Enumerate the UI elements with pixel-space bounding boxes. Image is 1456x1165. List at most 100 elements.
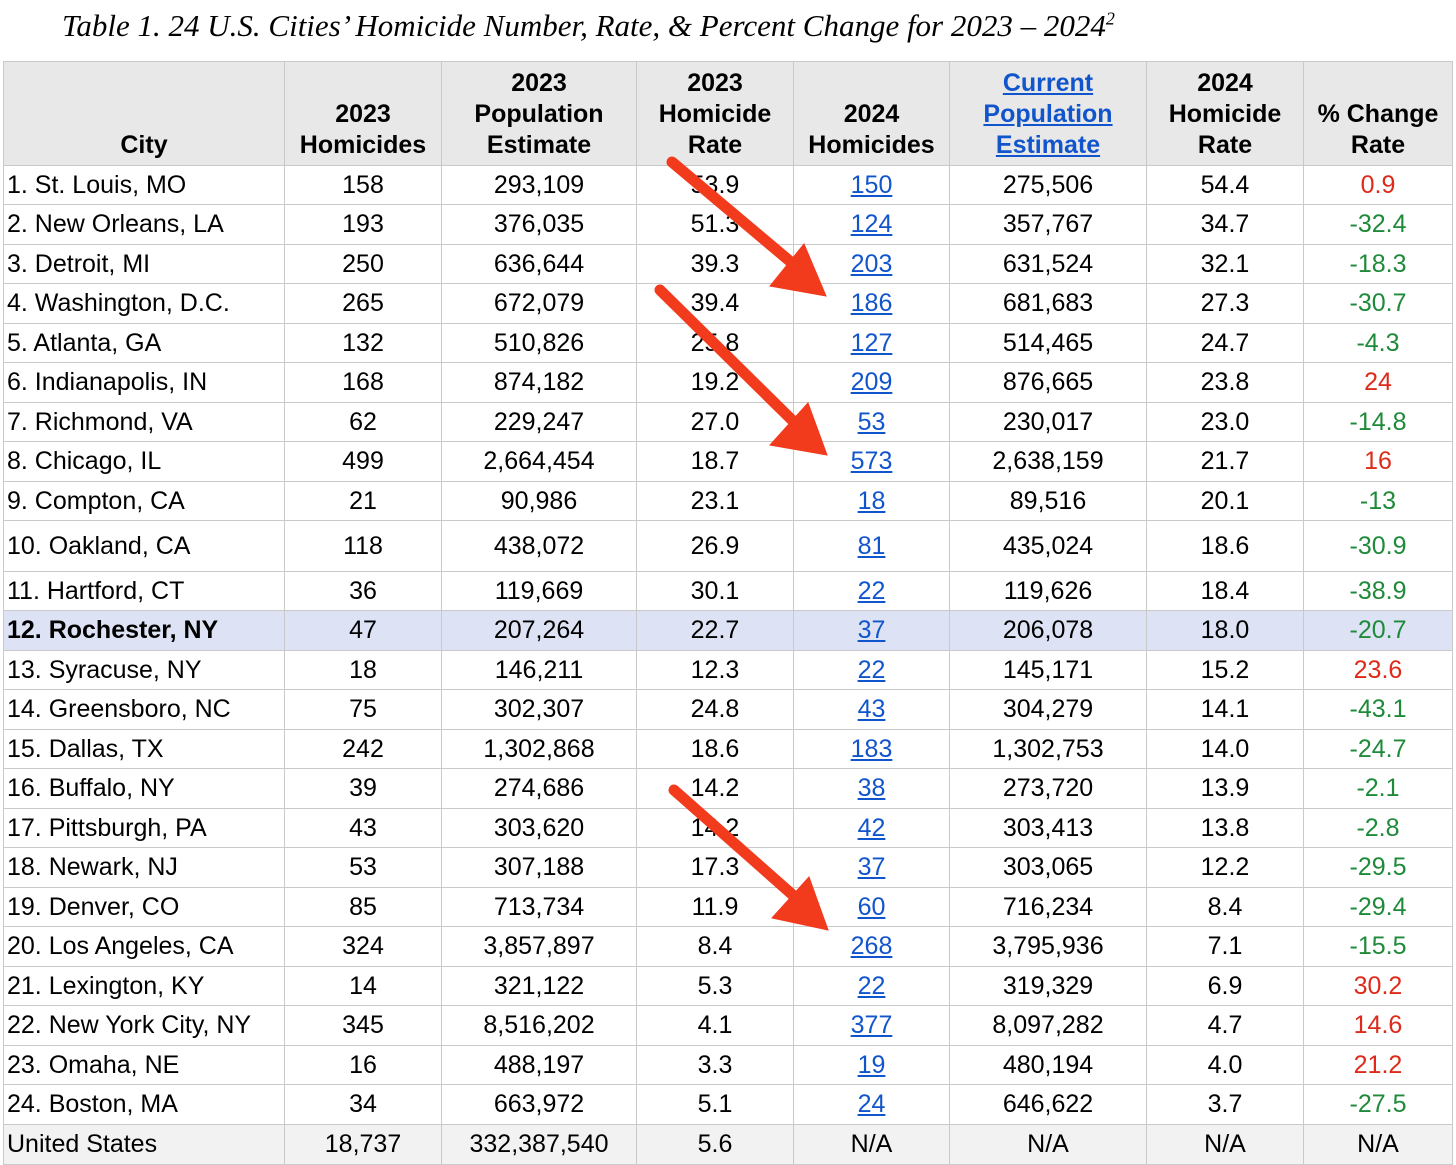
cell-2024-homicides[interactable]: 19 bbox=[793, 1045, 950, 1085]
cell-2024-homicides[interactable]: 268 bbox=[793, 926, 950, 967]
cell-2024-rate: 34.7 bbox=[1146, 204, 1304, 245]
cell-city: 4. Washington, D.C. bbox=[3, 283, 285, 324]
cell-2023-rate: 39.4 bbox=[636, 283, 794, 324]
table-row: 4. Washington, D.C. 265 672,079 39.4 186 681,… bbox=[3, 283, 1453, 324]
homicides-source-link[interactable]: 37 bbox=[857, 853, 886, 881]
cell-change-rate: -18.3 bbox=[1303, 244, 1453, 284]
cell-2024-homicides[interactable]: 37 bbox=[793, 847, 950, 888]
cell-2024-rate: 4.7 bbox=[1146, 1005, 1304, 1046]
cell-2024-rate: 3.7 bbox=[1146, 1084, 1304, 1125]
cell-2024-homicides[interactable]: 186 bbox=[793, 283, 950, 324]
cell-2024-rate: 15.2 bbox=[1146, 650, 1304, 690]
homicides-source-link[interactable]: 127 bbox=[850, 328, 893, 357]
homicides-source-link[interactable]: 53 bbox=[857, 407, 886, 436]
homicides-source-link[interactable]: 18 bbox=[857, 486, 886, 515]
cell-2024-homicides[interactable]: 377 bbox=[793, 1005, 950, 1046]
cell-change-rate: 0.9 bbox=[1303, 165, 1453, 205]
cell-2024-homicides[interactable]: 38 bbox=[793, 768, 950, 809]
cell-2024-homicides[interactable]: 53 bbox=[793, 402, 950, 442]
cell-2024-homicides[interactable]: 22 bbox=[793, 650, 950, 690]
cell-change-rate: 16 bbox=[1303, 441, 1453, 482]
cell-2024-homicides[interactable]: 183 bbox=[793, 729, 950, 769]
cell-2024-homicides[interactable]: 24 bbox=[793, 1084, 950, 1125]
cell-2024-rate: 13.8 bbox=[1146, 808, 1304, 848]
cell-2024-rate: 23.0 bbox=[1146, 402, 1304, 442]
homicides-source-link[interactable]: 24 bbox=[857, 1090, 886, 1118]
table-row: 18. Newark, NJ 53 307,188 17.3 37 303,065 12.2… bbox=[3, 847, 1453, 888]
cell-2023-homicides: 43 bbox=[284, 808, 442, 848]
cell-2024-homicides[interactable]: 37 bbox=[793, 610, 950, 651]
cell-change-rate: -32.4 bbox=[1303, 204, 1453, 245]
cell-current-population: 1,302,753 bbox=[949, 729, 1147, 769]
homicides-source-link[interactable]: 186 bbox=[850, 289, 893, 317]
cell-2023-rate: 3.3 bbox=[636, 1045, 794, 1085]
homicides-source-link[interactable]: 209 bbox=[850, 368, 893, 396]
homicides-source-link[interactable]: 150 bbox=[850, 170, 893, 199]
cell-2023-homicides: 265 bbox=[284, 283, 442, 324]
cell-2024-rate: 4.0 bbox=[1146, 1045, 1304, 1085]
homicides-source-link[interactable]: 573 bbox=[850, 447, 893, 475]
cell-2023-homicides: 242 bbox=[284, 729, 442, 769]
cell-change-rate: -4.3 bbox=[1303, 323, 1453, 363]
cell-2024-homicides[interactable]: 124 bbox=[793, 204, 950, 245]
cell-city: 19. Denver, CO bbox=[3, 887, 285, 927]
cell-2024-homicides[interactable]: 22 bbox=[793, 571, 950, 611]
cell-2023-population: 3,857,897 bbox=[441, 926, 637, 967]
table-row: 8. Chicago, IL 499 2,664,454 18.7 573 2,638,1… bbox=[3, 441, 1453, 482]
header-current-population-link[interactable]: Current Population Estimate bbox=[949, 61, 1147, 166]
cell-2023-population: 207,264 bbox=[441, 610, 637, 651]
cell-city: 13. Syracuse, NY bbox=[3, 650, 285, 690]
homicides-source-link[interactable]: 183 bbox=[850, 734, 893, 763]
cell-change-rate: 21.2 bbox=[1303, 1045, 1453, 1085]
cell-2024-rate: 8.4 bbox=[1146, 887, 1304, 927]
homicides-source-link[interactable]: 22 bbox=[857, 655, 886, 684]
cell-2024-homicides[interactable]: 18 bbox=[793, 481, 950, 521]
cell-city: 9. Compton, CA bbox=[3, 481, 285, 521]
homicides-source-link[interactable]: 124 bbox=[850, 210, 893, 238]
cell-city: 18. Newark, NJ bbox=[3, 847, 285, 888]
cell-2023-homicides: 14 bbox=[284, 966, 442, 1006]
cell-2023-population: 2,664,454 bbox=[441, 441, 637, 482]
cell-2023-homicides: 21 bbox=[284, 481, 442, 521]
cell-current-population: 876,665 bbox=[949, 362, 1147, 403]
cell-2024-homicides[interactable]: 203 bbox=[793, 244, 950, 284]
cell-2024-homicides[interactable]: 60 bbox=[793, 887, 950, 927]
cell-2023-population: 293,109 bbox=[441, 165, 637, 205]
homicides-source-link[interactable]: 38 bbox=[857, 774, 886, 802]
cell-2024-homicides[interactable]: 150 bbox=[793, 165, 950, 205]
cell-2023-homicides: 158 bbox=[284, 165, 442, 205]
cell-2024-homicides[interactable]: 81 bbox=[793, 520, 950, 572]
cell-2023-rate: 22.7 bbox=[636, 610, 794, 651]
homicides-source-link[interactable]: 60 bbox=[857, 892, 886, 921]
homicides-source-link[interactable]: 268 bbox=[850, 932, 893, 960]
homicides-source-link[interactable]: 81 bbox=[857, 531, 886, 560]
cell-2023-rate: 5.3 bbox=[636, 966, 794, 1006]
homicides-source-link[interactable]: 42 bbox=[857, 813, 886, 842]
cell-2024-homicides[interactable]: 127 bbox=[793, 323, 950, 363]
cell-2023-rate: 14.2 bbox=[636, 808, 794, 848]
cell-city: 3. Detroit, MI bbox=[3, 244, 285, 284]
cell-2024-homicides[interactable]: 43 bbox=[793, 689, 950, 730]
homicides-source-link[interactable]: 203 bbox=[850, 249, 893, 278]
homicides-source-link[interactable]: 22 bbox=[857, 576, 886, 605]
cell-city: 20. Los Angeles, CA bbox=[3, 926, 285, 967]
homicides-source-link[interactable]: 19 bbox=[857, 1050, 886, 1079]
cell-2023-rate: 12.3 bbox=[636, 650, 794, 690]
cell-change-rate: -27.5 bbox=[1303, 1084, 1453, 1125]
cell-change-rate: -2.1 bbox=[1303, 768, 1453, 809]
cell-2023-population: 119,669 bbox=[441, 571, 637, 611]
homicides-source-link[interactable]: 43 bbox=[857, 695, 886, 723]
homicides-source-link[interactable]: 377 bbox=[850, 1011, 893, 1039]
cell-city: 6. Indianapolis, IN bbox=[3, 362, 285, 403]
cell-2024-homicides[interactable]: 573 bbox=[793, 441, 950, 482]
cell-2024-homicides[interactable]: 22 bbox=[793, 966, 950, 1006]
cell-2024-homicides[interactable]: 42 bbox=[793, 808, 950, 848]
cell-2024-homicides[interactable]: 209 bbox=[793, 362, 950, 403]
homicides-source-link[interactable]: 37 bbox=[857, 616, 886, 644]
cell-city: 5. Atlanta, GA bbox=[3, 323, 285, 363]
cell-2023-population: 8,516,202 bbox=[441, 1005, 637, 1046]
homicides-source-link[interactable]: 22 bbox=[857, 971, 886, 1000]
cell-2023-population: 302,307 bbox=[441, 689, 637, 730]
cell-2023-rate: 11.9 bbox=[636, 887, 794, 927]
header-2023-homicides: 2023 Homicides bbox=[284, 61, 442, 166]
